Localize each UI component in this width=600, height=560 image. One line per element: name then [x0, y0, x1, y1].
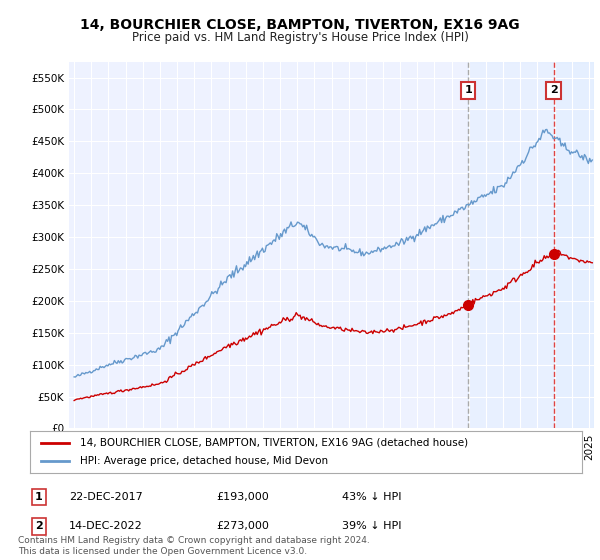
Text: 14-DEC-2022: 14-DEC-2022 — [69, 521, 143, 531]
Text: 2: 2 — [35, 521, 43, 531]
Text: 14, BOURCHIER CLOSE, BAMPTON, TIVERTON, EX16 9AG: 14, BOURCHIER CLOSE, BAMPTON, TIVERTON, … — [80, 18, 520, 32]
Text: 1: 1 — [464, 85, 472, 95]
Text: 39% ↓ HPI: 39% ↓ HPI — [342, 521, 401, 531]
Text: £273,000: £273,000 — [216, 521, 269, 531]
Text: 2: 2 — [550, 85, 557, 95]
Text: Contains HM Land Registry data © Crown copyright and database right 2024.
This d: Contains HM Land Registry data © Crown c… — [18, 536, 370, 556]
Text: 1: 1 — [35, 492, 43, 502]
Text: 14, BOURCHIER CLOSE, BAMPTON, TIVERTON, EX16 9AG (detached house): 14, BOURCHIER CLOSE, BAMPTON, TIVERTON, … — [80, 438, 468, 448]
Bar — [554, 62, 594, 428]
Text: Price paid vs. HM Land Registry's House Price Index (HPI): Price paid vs. HM Land Registry's House … — [131, 31, 469, 44]
Bar — [468, 62, 594, 428]
Text: 22-DEC-2017: 22-DEC-2017 — [69, 492, 143, 502]
Text: 43% ↓ HPI: 43% ↓ HPI — [342, 492, 401, 502]
Text: £193,000: £193,000 — [216, 492, 269, 502]
Text: HPI: Average price, detached house, Mid Devon: HPI: Average price, detached house, Mid … — [80, 456, 328, 466]
